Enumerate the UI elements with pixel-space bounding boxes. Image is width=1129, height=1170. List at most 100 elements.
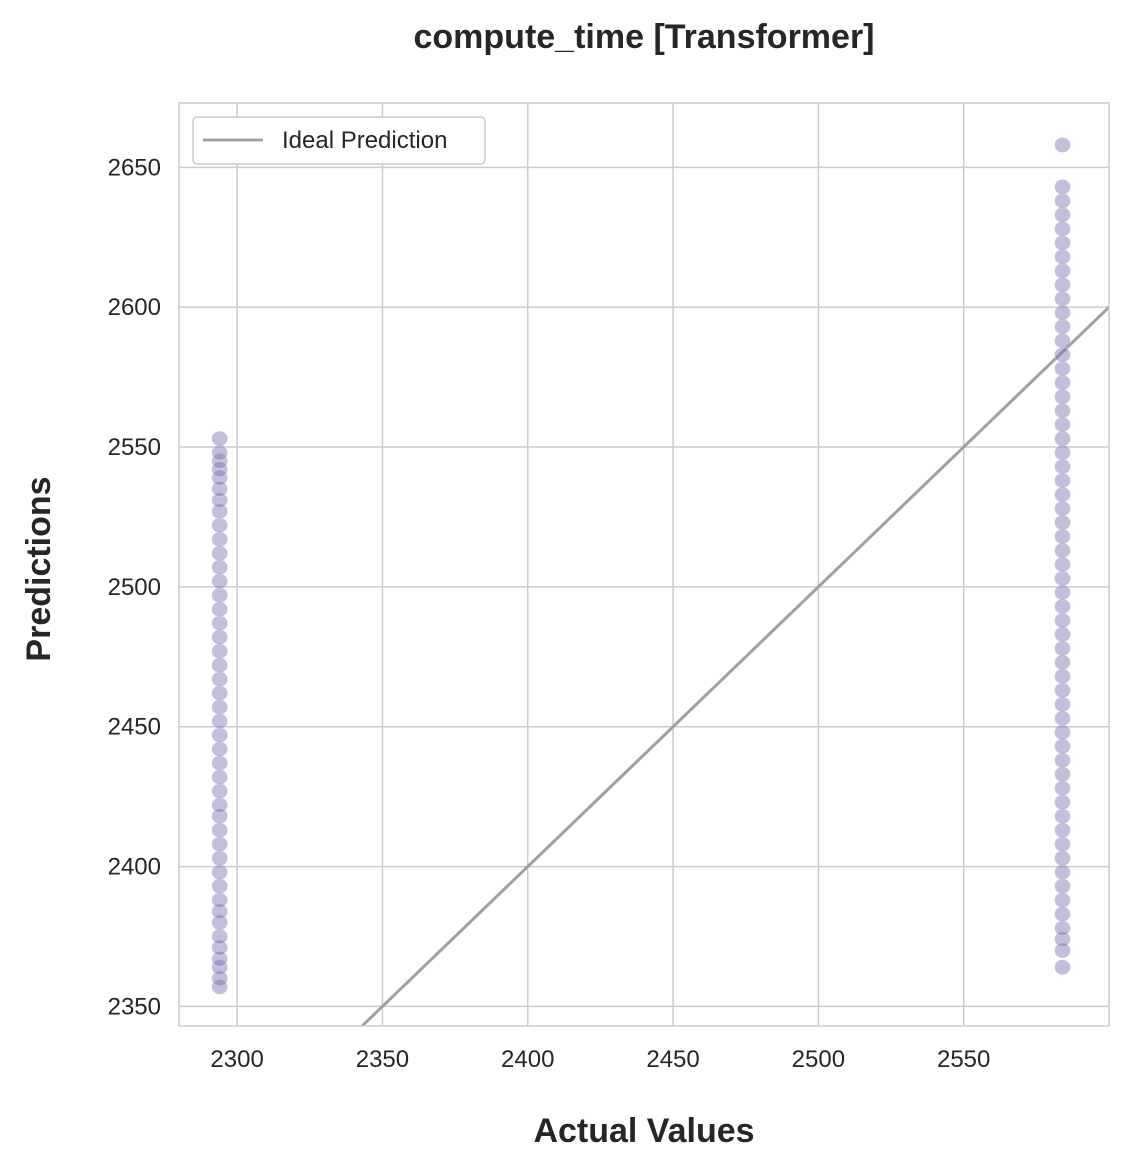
scatter-point-84: [1054, 402, 1071, 419]
scatter-point-1: [211, 970, 229, 987]
scatter-point-43: [211, 430, 229, 447]
scatter-point-85: [1054, 388, 1071, 405]
scatter-point-5: [211, 928, 229, 945]
scatter-point-33: [211, 545, 229, 562]
scatter-point-91: [1054, 304, 1071, 321]
scatter-point-10: [211, 864, 229, 881]
scatter-point-48: [1054, 906, 1071, 923]
scatter-point-92: [1054, 290, 1071, 307]
scatter-point-47: [1054, 920, 1071, 937]
x-tick-label-2400: 2400: [501, 1046, 554, 1073]
y-tick-label-2500: 2500: [108, 574, 161, 601]
ideal-line-group: [359, 306, 1109, 1026]
x-tick-label-2500: 2500: [792, 1046, 845, 1073]
x-tick-labels: 2300 2350 2400 2450 2500 2550: [210, 1046, 990, 1073]
scatter-point-35: [211, 517, 229, 534]
scatter-point-44: [1054, 959, 1071, 976]
y-tick-label-2550: 2550: [108, 434, 161, 461]
scatter-point-7: [211, 903, 229, 920]
scatter-point-42: [211, 444, 229, 461]
scatter-point-65: [1054, 668, 1071, 685]
scatter-point-24: [211, 671, 229, 688]
scatter-point-62: [1054, 710, 1071, 727]
scatter-point-32: [211, 559, 229, 576]
legend: Ideal Prediction: [192, 116, 486, 165]
x-tick-label-2300: 2300: [210, 1046, 263, 1073]
scatter-point-3: [211, 950, 229, 967]
scatter-point-17: [211, 769, 229, 785]
scatter-point-18: [211, 755, 229, 771]
scatter-point-80: [1054, 458, 1071, 475]
scatter-points: [211, 137, 1071, 995]
grid: [179, 103, 1109, 1026]
scatter-point-49: [1054, 892, 1071, 909]
scatter-point-40: [211, 461, 229, 478]
scatter-point-90: [1054, 318, 1071, 335]
scatter-point-64: [1054, 682, 1071, 699]
scatter-point-21: [211, 713, 229, 730]
scatter-point-77: [1054, 500, 1071, 517]
scatter-point-2: [211, 959, 229, 976]
scatter-point-59: [1054, 752, 1071, 769]
scatter-point-70: [1054, 598, 1071, 615]
y-tick-label-2400: 2400: [108, 854, 161, 881]
scatter-point-58: [1054, 766, 1071, 783]
scatter-point-95: [1054, 248, 1071, 265]
scatter-point-34: [211, 531, 229, 548]
y-tick-label-2600: 2600: [108, 294, 161, 321]
scatter-point-45: [1054, 942, 1071, 959]
scatter-point-25: [211, 657, 229, 674]
scatter-point-86: [1054, 374, 1071, 391]
scatter-point-75: [1054, 528, 1071, 545]
scatter-point-83: [1054, 416, 1071, 433]
scatter-point-97: [1054, 220, 1071, 237]
scatter-point-37: [211, 492, 229, 509]
scatter-point-23: [211, 685, 229, 702]
scatter-point-78: [1054, 486, 1071, 503]
scatter-point-36: [211, 503, 229, 520]
scatter-point-61: [1054, 724, 1071, 741]
scatter-point-50: [1054, 878, 1071, 895]
chart-title: compute_time [Transformer]: [414, 18, 875, 56]
scatter-point-53: [1054, 836, 1071, 853]
scatter-point-87: [1054, 360, 1071, 377]
scatter-point-89: [1054, 332, 1071, 349]
scatter-point-94: [1054, 262, 1071, 279]
x-axis-label: Actual Values: [533, 1112, 754, 1150]
scatter-point-6: [211, 914, 229, 931]
scatter-point-28: [211, 615, 229, 632]
scatter-point-11: [211, 850, 229, 867]
scatter-point-12: [211, 836, 229, 853]
scatter-point-93: [1054, 276, 1071, 293]
y-axis-label: Predictions: [20, 476, 58, 661]
scatter-point-69: [1054, 612, 1071, 629]
scatter-point-98: [1054, 206, 1071, 223]
scatter-point-99: [1054, 192, 1071, 209]
ideal-prediction-line: [359, 306, 1109, 1026]
scatter-point-60: [1054, 738, 1071, 755]
scatter-point-27: [211, 629, 229, 646]
y-tick-label-2350: 2350: [108, 993, 161, 1020]
scatter-point-26: [211, 643, 229, 660]
scatter-point-76: [1054, 514, 1071, 531]
scatter-point-56: [1054, 794, 1071, 811]
scatter-point-29: [211, 601, 229, 618]
scatter-point-22: [211, 699, 229, 716]
x-tick-label-2550: 2550: [937, 1046, 990, 1073]
plot-area: [179, 103, 1109, 1026]
plot-frame: [178, 102, 1110, 1027]
scatter-point-67: [1054, 640, 1071, 657]
x-tick-label-2450: 2450: [646, 1046, 699, 1073]
scatter-point-55: [1054, 808, 1071, 825]
scatter-point-88: [1054, 346, 1071, 363]
scatter-point-79: [1054, 472, 1071, 489]
legend-box: [192, 116, 486, 165]
scatter-point-96: [1054, 234, 1071, 251]
scatter-point-71: [1054, 584, 1071, 601]
scatter-point-46: [1054, 931, 1071, 948]
scatter-point-100: [1054, 179, 1071, 195]
scatter-point-52: [1054, 850, 1071, 867]
scatter-point-73: [1054, 556, 1071, 573]
scatter-point-15: [211, 797, 229, 813]
